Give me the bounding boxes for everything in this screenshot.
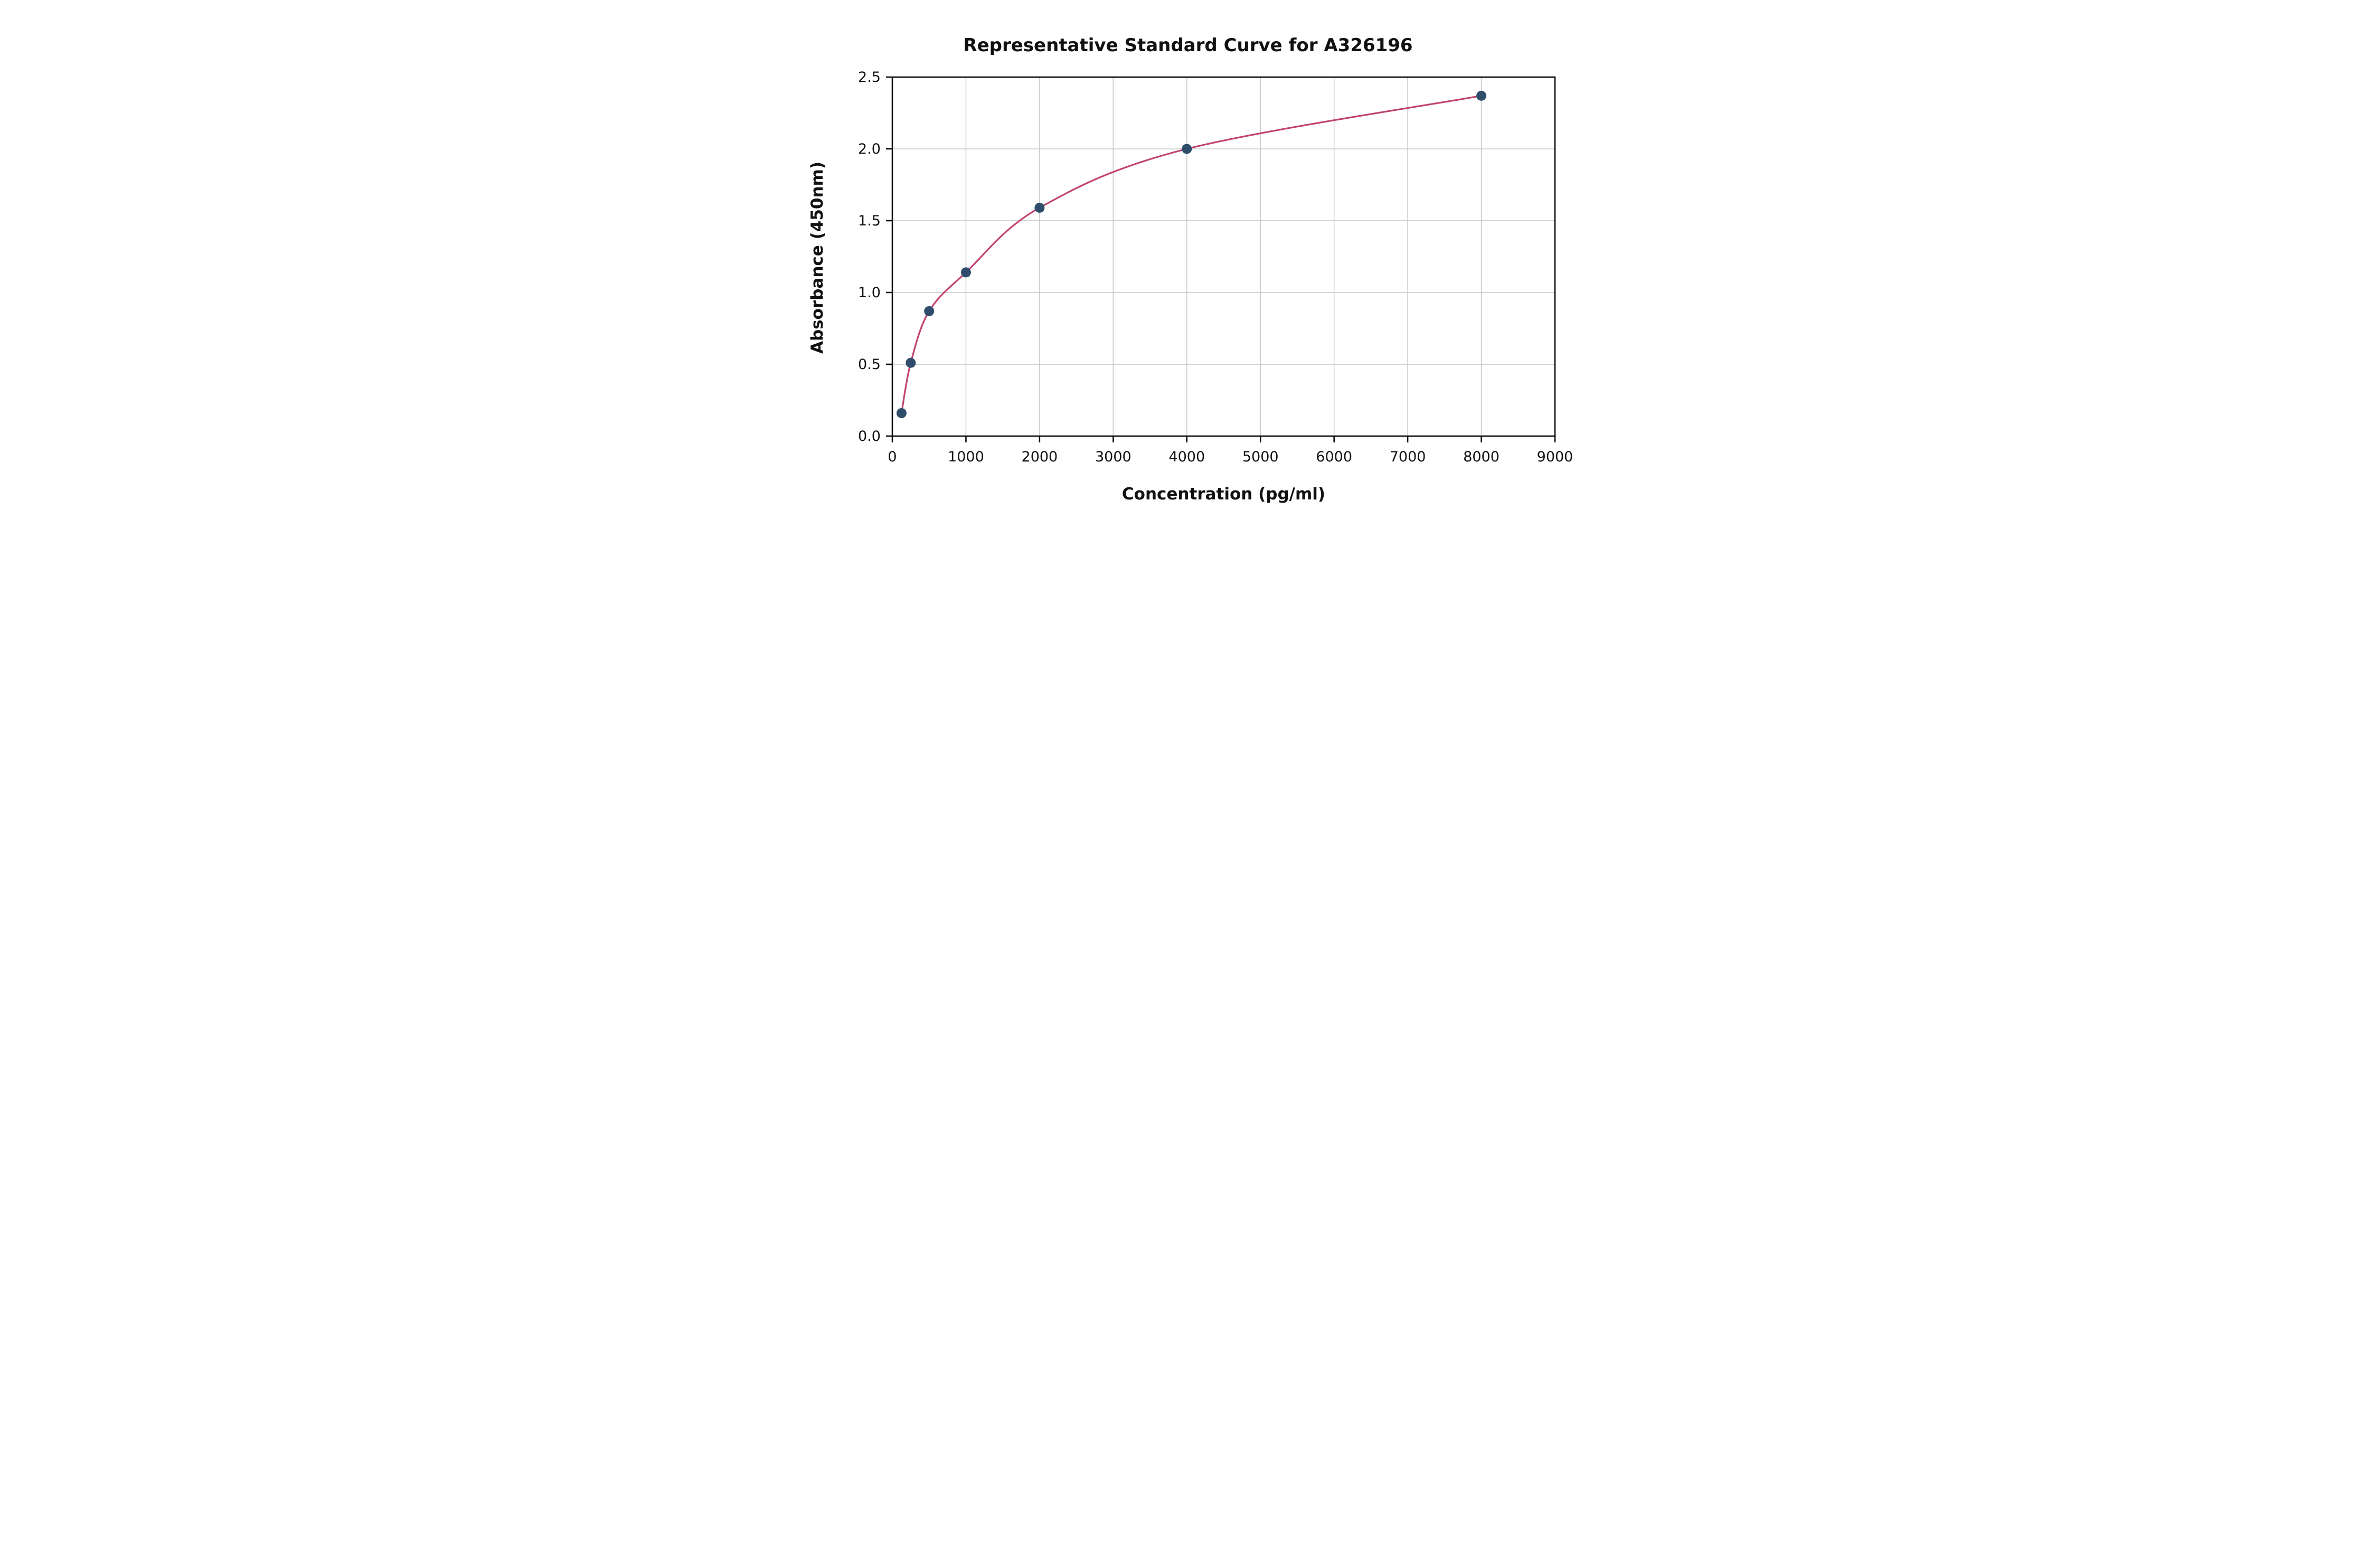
plot-canvas: 0 1000 2000 3000 4000 5000 6000 7000 8000 9000 0.0… <box>858 69 1573 465</box>
x-axis-label: Concentration (pg/ml) <box>1121 485 1326 504</box>
y-tick-label: 2.5 <box>858 69 881 86</box>
data-point <box>896 408 907 418</box>
data-point <box>1034 203 1045 213</box>
x-tick-label: 8000 <box>1463 449 1500 465</box>
x-tick-label: 3000 <box>1095 449 1132 465</box>
fit-curve <box>900 95 1482 413</box>
x-tick-label: 0 <box>888 449 897 465</box>
chart-title: Representative Standard Curve for A32619… <box>963 35 1413 56</box>
y-tick-label: 0.0 <box>858 428 881 445</box>
y-tick-label: 2.0 <box>858 141 881 157</box>
y-axis-label: Absorbance (450nm) <box>808 162 827 354</box>
x-tick-label: 5000 <box>1242 449 1279 465</box>
x-tick-label: 7000 <box>1390 449 1426 465</box>
y-tick-label: 1.5 <box>858 213 881 229</box>
x-tick-label: 6000 <box>1316 449 1352 465</box>
x-tick-label: 1000 <box>948 449 984 465</box>
data-point <box>1476 90 1487 101</box>
x-tick-label: 4000 <box>1168 449 1205 465</box>
x-tick-label: 2000 <box>1022 449 1058 465</box>
data-point <box>1182 144 1192 154</box>
data-point <box>906 357 916 368</box>
y-tick-label: 1.0 <box>858 285 881 301</box>
standard-curve-figure: Representative Standard Curve for A32619… <box>792 0 1584 523</box>
x-tick-label: 9000 <box>1537 449 1573 465</box>
data-point <box>960 267 971 278</box>
data-point <box>924 306 935 316</box>
plot-border <box>891 76 1556 437</box>
y-tick-label: 0.5 <box>858 356 881 373</box>
